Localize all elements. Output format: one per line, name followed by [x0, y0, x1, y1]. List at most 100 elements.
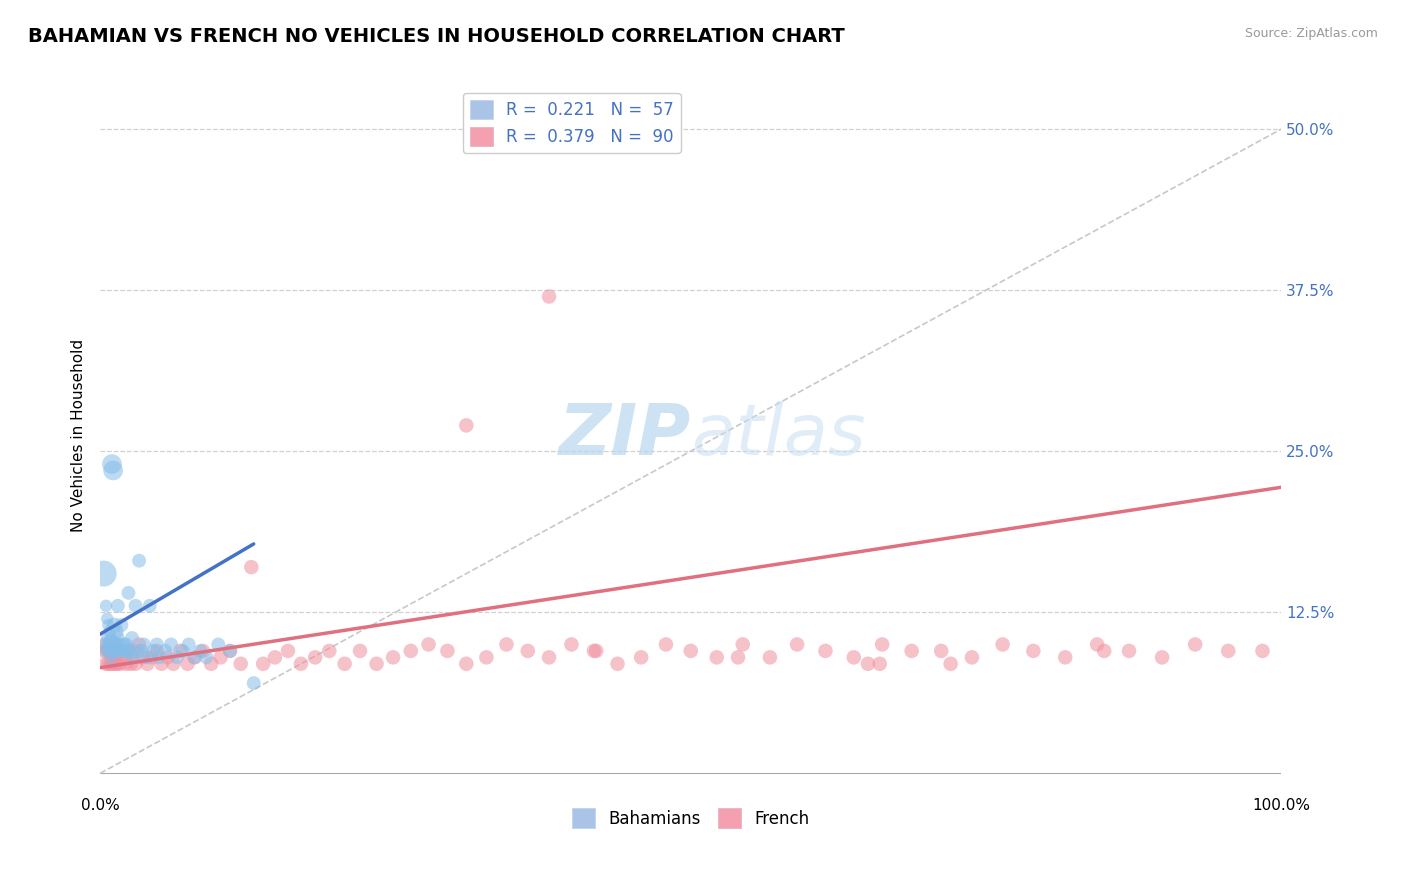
Point	[1085, 637, 1108, 651]
Point	[131, 650, 153, 665]
Text: BAHAMIAN VS FRENCH NO VEHICLES IN HOUSEHOLD CORRELATION CHART: BAHAMIAN VS FRENCH NO VEHICLES IN HOUSEH…	[28, 27, 845, 45]
Point	[727, 650, 749, 665]
Point	[436, 644, 458, 658]
Point	[127, 644, 149, 658]
Point	[100, 650, 122, 665]
Point	[118, 644, 141, 658]
Point	[786, 637, 808, 651]
Point	[114, 644, 136, 658]
Point	[991, 637, 1014, 651]
Point	[200, 657, 222, 671]
Point	[132, 637, 155, 651]
Point	[124, 599, 146, 613]
Point	[929, 644, 952, 658]
Point	[516, 644, 538, 658]
Point	[277, 644, 299, 658]
Point	[101, 457, 124, 471]
Legend: Bahamians, French: Bahamians, French	[565, 802, 815, 834]
Point	[318, 644, 340, 658]
Point	[107, 657, 129, 671]
Point	[1251, 644, 1274, 658]
Point	[105, 644, 128, 658]
Point	[101, 644, 124, 658]
Point	[108, 637, 131, 651]
Point	[136, 657, 159, 671]
Point	[115, 637, 138, 651]
Point	[156, 650, 179, 665]
Point	[290, 657, 312, 671]
Point	[111, 644, 134, 658]
Point	[142, 644, 165, 658]
Point	[103, 644, 125, 658]
Point	[96, 612, 118, 626]
Point	[183, 650, 205, 665]
Point	[195, 650, 218, 665]
Point	[117, 644, 139, 658]
Point	[94, 637, 117, 651]
Point	[606, 657, 628, 671]
Point	[146, 644, 169, 658]
Point	[418, 637, 440, 651]
Point	[900, 644, 922, 658]
Point	[124, 657, 146, 671]
Point	[115, 657, 138, 671]
Point	[101, 637, 124, 651]
Point	[136, 650, 159, 665]
Point	[1092, 644, 1115, 658]
Point	[110, 644, 132, 658]
Point	[229, 657, 252, 671]
Point	[191, 644, 214, 658]
Point	[150, 657, 173, 671]
Point	[94, 644, 117, 658]
Point	[939, 657, 962, 671]
Point	[870, 637, 893, 651]
Point	[240, 560, 263, 574]
Point	[121, 631, 143, 645]
Point	[456, 418, 478, 433]
Point	[104, 637, 127, 651]
Point	[1054, 650, 1077, 665]
Point	[382, 650, 405, 665]
Point	[98, 644, 121, 658]
Point	[100, 657, 122, 671]
Point	[101, 637, 124, 651]
Point	[94, 599, 117, 613]
Point	[399, 644, 422, 658]
Point	[128, 554, 150, 568]
Point	[94, 637, 117, 651]
Point	[842, 650, 865, 665]
Point	[1022, 644, 1045, 658]
Point	[97, 644, 120, 658]
Point	[759, 650, 782, 665]
Point	[1118, 644, 1140, 658]
Point	[630, 650, 652, 665]
Point	[366, 657, 388, 671]
Text: ZIP: ZIP	[558, 401, 690, 469]
Point	[162, 657, 184, 671]
Point	[108, 644, 131, 658]
Point	[101, 657, 124, 671]
Point	[537, 650, 560, 665]
Point	[104, 657, 127, 671]
Point	[131, 644, 153, 658]
Point	[209, 650, 232, 665]
Point	[495, 637, 517, 651]
Point	[177, 637, 200, 651]
Point	[141, 650, 163, 665]
Point	[112, 650, 135, 665]
Point	[585, 644, 607, 658]
Point	[117, 644, 139, 658]
Point	[96, 644, 118, 658]
Point	[100, 644, 122, 658]
Point	[304, 650, 326, 665]
Point	[148, 650, 170, 665]
Point	[856, 657, 879, 671]
Point	[120, 657, 142, 671]
Point	[176, 657, 198, 671]
Point	[731, 637, 754, 651]
Point	[93, 644, 115, 658]
Point	[679, 644, 702, 658]
Point	[98, 637, 121, 651]
Point	[128, 637, 150, 651]
Point	[104, 644, 127, 658]
